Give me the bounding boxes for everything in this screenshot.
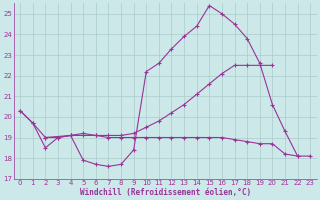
X-axis label: Windchill (Refroidissement éolien,°C): Windchill (Refroidissement éolien,°C) xyxy=(80,188,251,197)
